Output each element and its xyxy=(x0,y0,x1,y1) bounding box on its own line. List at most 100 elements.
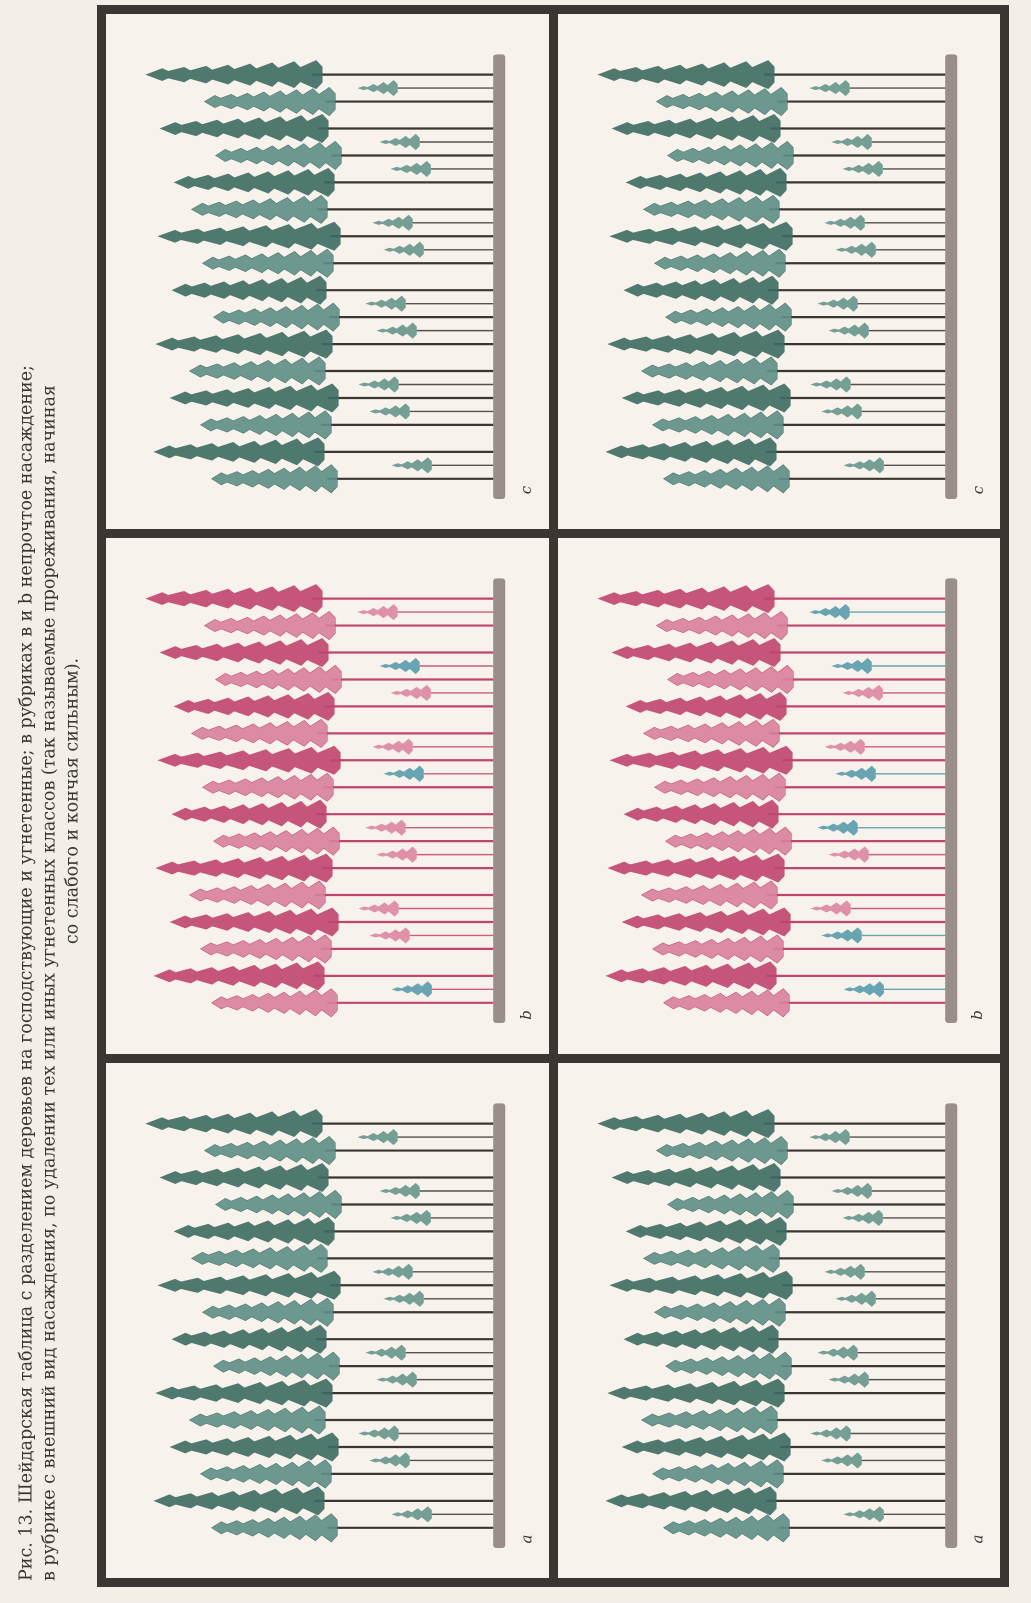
tree-crown xyxy=(171,1324,327,1354)
tree-crown xyxy=(169,383,339,413)
tree-crown xyxy=(173,692,335,722)
tree-crown xyxy=(153,961,325,991)
panel-letter: a xyxy=(968,1534,987,1544)
tree-crown xyxy=(157,221,341,251)
tree-crown xyxy=(153,1486,325,1516)
young-crown xyxy=(391,1505,432,1523)
young-crown xyxy=(809,376,851,393)
tree-crown xyxy=(199,934,332,964)
young-crown xyxy=(843,981,884,998)
young-crown xyxy=(365,819,406,837)
caption-line-1: Рис. 13. Шейдарская таблица с разделение… xyxy=(16,365,37,1581)
young-crown xyxy=(816,295,858,312)
tree-crown xyxy=(215,140,342,171)
tree-crown xyxy=(201,1297,334,1327)
young-crown xyxy=(816,1344,858,1361)
young-crown xyxy=(842,685,883,702)
young-crown xyxy=(390,1209,431,1226)
young-crown xyxy=(376,322,417,339)
young-crown xyxy=(808,80,850,97)
tree-crown xyxy=(173,1216,335,1246)
tree-crown xyxy=(153,437,325,467)
tree-crown xyxy=(623,1324,779,1354)
tree-crown xyxy=(199,410,332,440)
tree-crown xyxy=(169,907,339,937)
tree-crown xyxy=(190,1243,328,1273)
ground-strip xyxy=(944,54,957,500)
tree-crown xyxy=(201,248,334,278)
young-crown xyxy=(824,1263,865,1280)
tree-crown xyxy=(666,665,794,695)
tree-crown xyxy=(642,194,780,224)
tree-crown xyxy=(604,437,777,467)
young-crown xyxy=(383,1290,424,1307)
tree-crown xyxy=(215,665,342,695)
young-crown xyxy=(824,739,865,756)
young-crown xyxy=(843,1505,884,1523)
tree-crown xyxy=(213,1351,340,1381)
tree-crown xyxy=(157,746,341,776)
tree-crown xyxy=(203,87,336,117)
young-crown xyxy=(358,900,399,917)
tree-crown xyxy=(145,584,323,614)
panel-b-pink-mid-left: b xyxy=(104,536,551,1056)
young-crown xyxy=(379,658,420,675)
young-crown xyxy=(383,766,424,783)
panel-c-green-top-left: c xyxy=(104,12,551,532)
tree-crown xyxy=(157,1270,341,1300)
tree-crown xyxy=(211,1512,338,1543)
young-crown xyxy=(390,685,431,702)
tree-crown xyxy=(664,826,792,857)
young-crown xyxy=(376,1371,417,1388)
tree-crown xyxy=(604,1486,777,1516)
tree-crown xyxy=(159,114,329,144)
tree-crown xyxy=(640,880,778,910)
tree-crown xyxy=(655,87,788,117)
young-crown xyxy=(831,1182,872,1199)
tree-crown xyxy=(213,826,340,857)
young-crown xyxy=(824,214,865,231)
tree-crown xyxy=(215,1189,342,1219)
tree-crown xyxy=(611,1162,781,1192)
young-crown xyxy=(376,846,417,864)
panel-a-green-bottom-left: a xyxy=(104,1060,551,1580)
tree-crown xyxy=(611,638,781,668)
tree-crown xyxy=(203,1135,336,1165)
panel-letter: a xyxy=(517,1534,536,1544)
young-crown xyxy=(390,160,431,178)
tree-crown xyxy=(623,799,779,830)
young-crown xyxy=(372,1263,413,1280)
young-crown xyxy=(835,1290,876,1307)
tree-crown xyxy=(611,114,781,144)
tree-crown xyxy=(596,1108,775,1138)
tree-crown xyxy=(642,719,780,749)
tree-crown xyxy=(608,221,793,251)
forest-drawing xyxy=(596,578,957,1024)
young-crown xyxy=(372,739,413,756)
tree-crown xyxy=(662,1512,790,1543)
tree-crown xyxy=(188,1405,326,1435)
tree-crown xyxy=(188,356,326,386)
tree-crown xyxy=(596,60,775,90)
panel-a-green-bottom-right: a xyxy=(555,1060,1002,1580)
tree-crown xyxy=(666,1189,794,1219)
tree-crown xyxy=(145,60,323,90)
young-crown xyxy=(379,1182,420,1199)
young-crown xyxy=(816,819,858,837)
young-crown xyxy=(828,322,869,339)
tree-crown xyxy=(662,988,790,1018)
young-crown xyxy=(828,846,869,864)
tree-crown xyxy=(211,464,338,494)
figure-caption: Рис. 13. Шейдарская таблица с разделение… xyxy=(0,0,100,1603)
tree-crown xyxy=(190,719,328,749)
tree-crown xyxy=(651,934,784,964)
tree-crown xyxy=(651,410,784,440)
young-crown xyxy=(831,658,872,675)
tree-crown xyxy=(145,1108,323,1138)
tree-crown xyxy=(203,611,336,641)
panel-letter: b xyxy=(968,1009,987,1020)
young-crown xyxy=(831,133,872,151)
forest-drawing xyxy=(596,1103,957,1548)
tree-crown xyxy=(653,773,786,803)
young-crown xyxy=(843,457,884,474)
